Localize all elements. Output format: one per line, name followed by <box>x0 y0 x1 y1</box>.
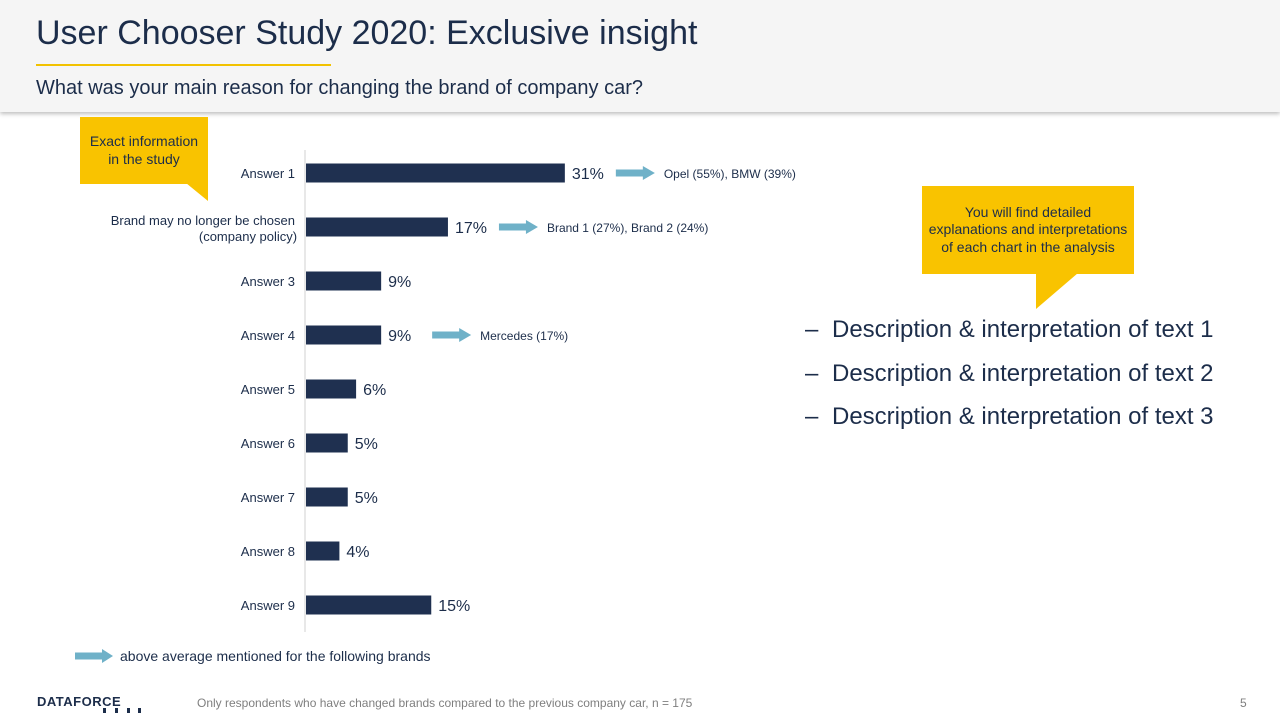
bar-value-label: 9% <box>388 274 411 291</box>
bar-value-label: 6% <box>363 382 386 399</box>
bar <box>306 163 565 183</box>
callout-analysis-info-text: You will find detailed explanations and … <box>928 203 1128 255</box>
description-item: – Description & interpretation of text 3 <box>805 403 1214 447</box>
category-label: Brand may no longer be chosen (company po… <box>111 213 297 244</box>
arrow-right-icon <box>498 223 527 231</box>
arrow-head-icon <box>642 166 655 180</box>
arrow-right-icon <box>615 169 644 177</box>
bar-value-label: 5% <box>355 490 378 507</box>
brand-annotation: Brand 1 (27%), Brand 2 (24%) <box>547 221 708 235</box>
description-item: – Description & interpretation of text 2 <box>805 360 1214 404</box>
description-text: Description & interpretation of text 3 <box>832 403 1214 430</box>
bar <box>306 541 340 561</box>
category-label: Answer 4 <box>241 328 295 343</box>
bar <box>306 487 348 507</box>
category-label: Answer 9 <box>241 598 295 613</box>
description-item: – Description & interpretation of text 1 <box>805 316 1214 360</box>
page-title: User Chooser Study 2020: Exclusive insig… <box>36 14 698 52</box>
footnote: Only respondents who have changed brands… <box>197 696 693 710</box>
brand-annotation: Mercedes (17%) <box>480 329 568 343</box>
category-label: Answer 5 <box>241 382 295 397</box>
arrow-head-icon <box>525 220 538 234</box>
category-label: Answer 1 <box>241 166 295 181</box>
chart-legend: above average mentioned for the followin… <box>75 646 431 666</box>
dash-icon: – <box>805 403 819 430</box>
bar-value-label: 5% <box>355 436 378 453</box>
bar <box>306 271 382 291</box>
bar <box>306 595 432 615</box>
arrow-head-icon <box>459 328 472 342</box>
callout-analysis-info: You will find detailed explanations and … <box>922 186 1134 309</box>
title-underline <box>36 64 331 66</box>
bar-value-label: 9% <box>388 328 411 345</box>
category-label: Answer 8 <box>241 544 295 559</box>
bar <box>306 379 357 399</box>
category-label: Answer 3 <box>241 274 295 289</box>
description-list: – Description & interpretation of text 1 … <box>805 316 1214 447</box>
category-label: Answer 7 <box>241 490 295 505</box>
legend-label: above average mentioned for the followin… <box>120 648 431 664</box>
callout-exact-information: Exact information in the study <box>80 117 208 201</box>
bar-value-label: 4% <box>346 544 369 561</box>
brand-annotation: Opel (55%), BMW (39%) <box>664 167 796 181</box>
bar <box>306 217 448 237</box>
arrow-right-icon <box>432 331 461 339</box>
dataforce-logo: DATAFORCE <box>37 694 122 709</box>
arrow-right-icon <box>75 649 113 663</box>
bar-value-label: 31% <box>572 166 604 183</box>
bar <box>306 325 382 345</box>
page-number: 5 <box>1240 696 1247 710</box>
bar-value-label: 17% <box>455 220 487 237</box>
dash-icon: – <box>805 359 819 387</box>
bar <box>306 433 348 453</box>
description-text: Description & interpretation of text 1 <box>832 316 1214 343</box>
callout-exact-information-text: Exact information in the study <box>89 133 199 167</box>
dash-icon: – <box>805 316 819 343</box>
description-text: Description & interpretation of text 2 <box>832 359 1214 387</box>
page-subtitle: What was your main reason for changing t… <box>36 77 643 99</box>
category-label: Answer 6 <box>241 436 295 451</box>
bar-value-label: 15% <box>438 598 470 615</box>
header-bar: User Chooser Study 2020: Exclusive insig… <box>0 0 1280 112</box>
logo-bars-icon <box>103 708 141 713</box>
